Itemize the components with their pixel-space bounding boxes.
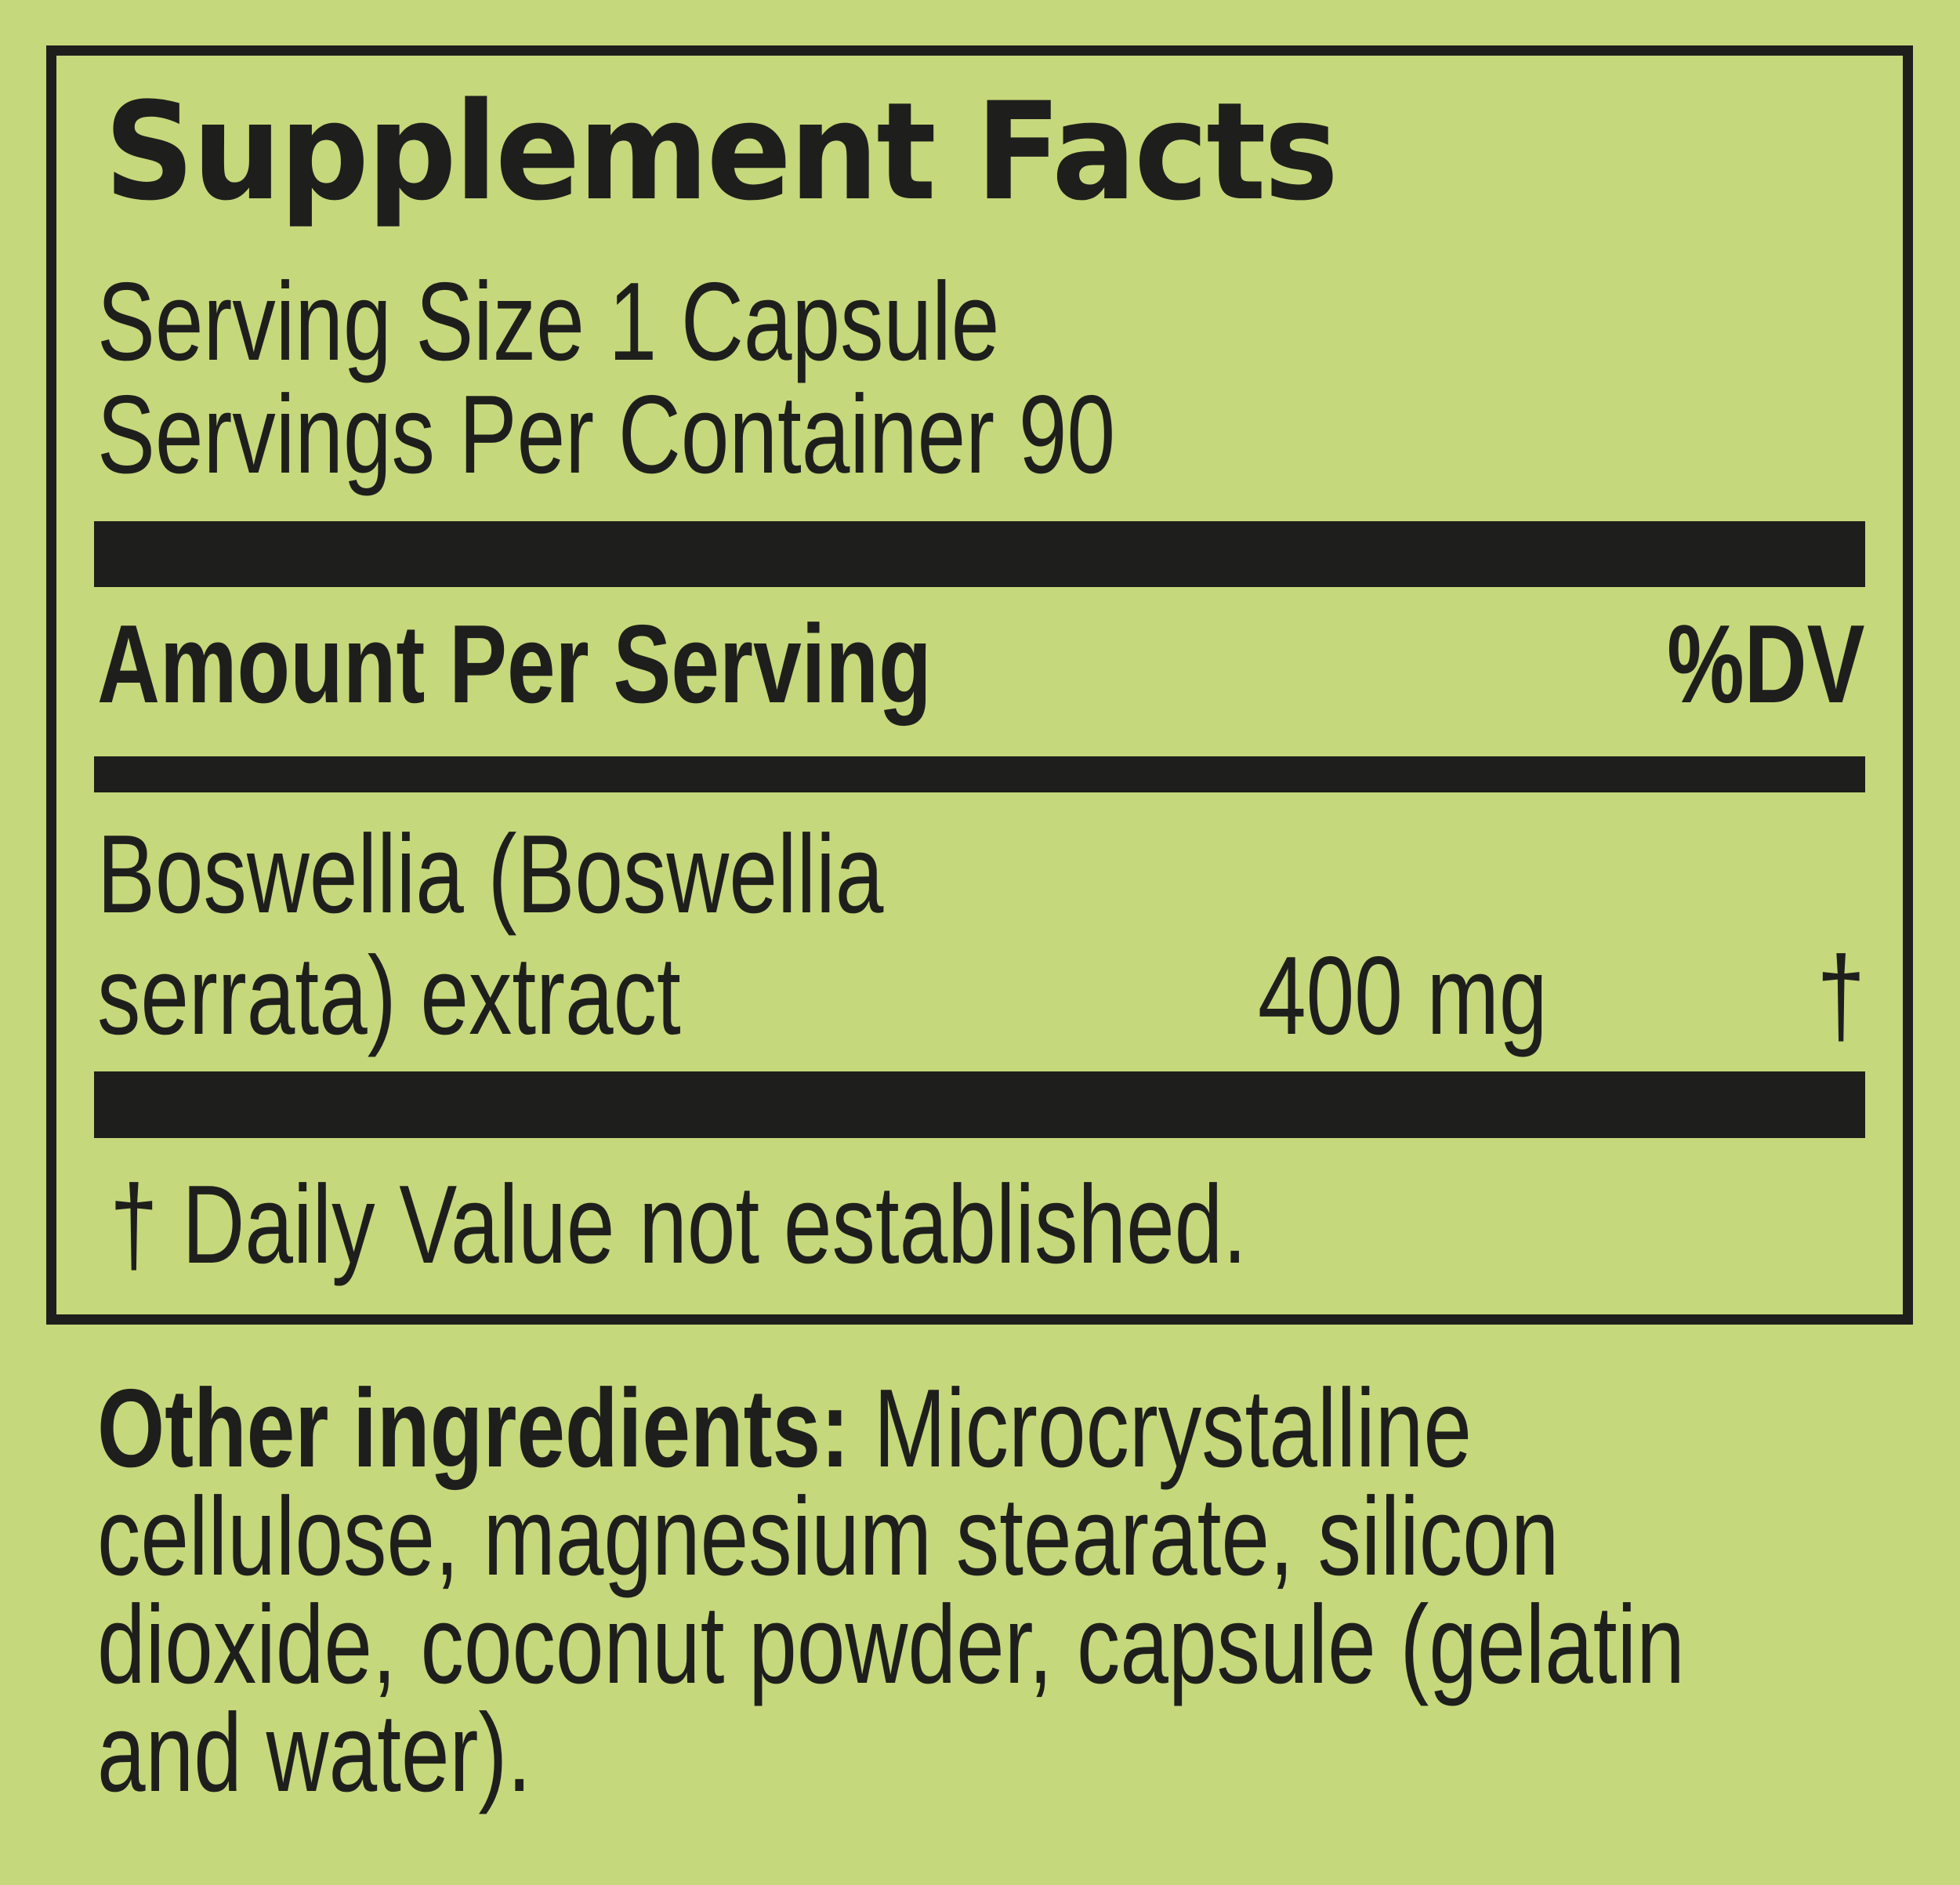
ingredient-name-line1: Boswellia (Boswellia <box>97 812 884 937</box>
other-ingredients-line1: Other ingredients: Microcrystalline <box>97 1373 1685 1484</box>
percent-dv-header: %DV <box>1667 602 1865 727</box>
divider-bar-top <box>94 521 1865 587</box>
ingredient-dv-dagger: † <box>1817 933 1865 1058</box>
divider-bar-middle <box>94 756 1865 792</box>
other-ingredients-line4: and water). <box>97 1691 532 1815</box>
supplement-facts-panel-border <box>46 45 1913 1325</box>
other-ingredients-line1-rest: Microcrystalline <box>850 1366 1472 1491</box>
amount-per-serving-header: Amount Per Serving <box>97 602 932 727</box>
other-ingredients-line2: cellulose, magnesium stearate, silicon <box>97 1474 1560 1599</box>
ingredient-name-line2: serrata) extract <box>97 933 681 1058</box>
ingredient-amount-value: 400 mg <box>1258 933 1548 1058</box>
servings-per-container-line: Servings Per Container 90 <box>97 372 1116 497</box>
supplement-facts-title: Supplement Facts <box>104 73 1339 230</box>
divider-bar-bottom <box>94 1071 1865 1138</box>
other-ingredients-label: Other ingredients: <box>97 1366 850 1491</box>
other-ingredients-paragraph: Other ingredients: Microcrystalline cell… <box>97 1373 1685 1815</box>
serving-size-line: Serving Size 1 Capsule <box>97 259 1000 384</box>
daily-value-footnote: † Daily Value not established. <box>110 1162 1248 1287</box>
other-ingredients-line3: dioxide, coconut powder, capsule (gelati… <box>97 1582 1685 1707</box>
